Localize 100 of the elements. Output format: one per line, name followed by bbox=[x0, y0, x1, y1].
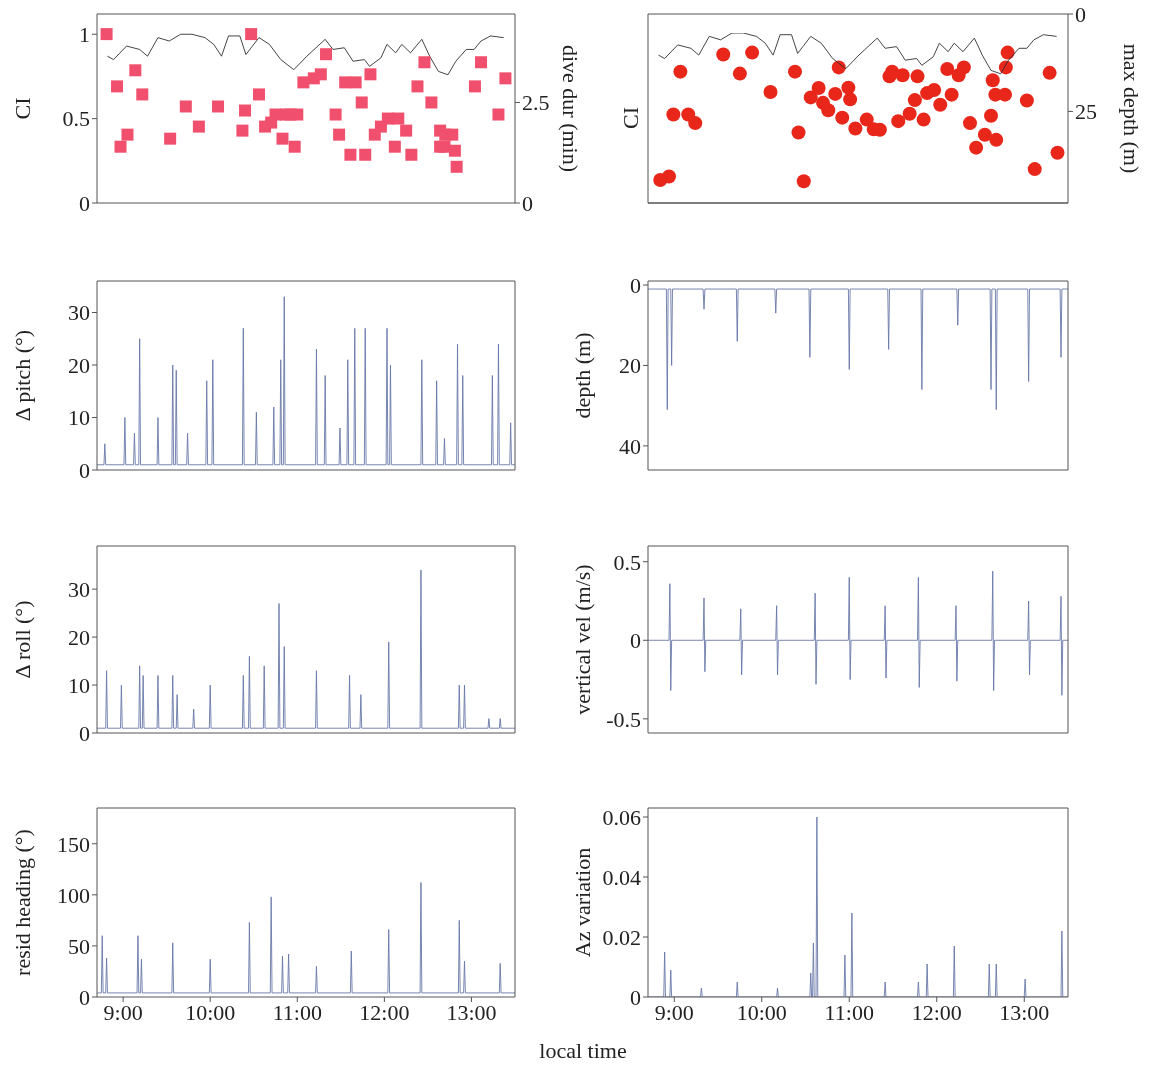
point bbox=[998, 87, 1012, 102]
point bbox=[841, 80, 856, 95]
point bbox=[192, 120, 205, 133]
point bbox=[297, 76, 310, 89]
point bbox=[333, 128, 346, 141]
point bbox=[732, 66, 747, 81]
y-tick-label: 0 bbox=[79, 984, 90, 1010]
x-tick-label: 12:00 bbox=[911, 999, 962, 1025]
point bbox=[320, 48, 333, 61]
y-tick-label: 1 bbox=[79, 22, 90, 48]
y-tick-label: 0 bbox=[79, 720, 90, 746]
point bbox=[245, 28, 258, 41]
y-tick-label: 0 bbox=[630, 272, 641, 298]
point bbox=[745, 45, 760, 60]
point bbox=[344, 148, 357, 161]
line-series bbox=[97, 882, 515, 994]
point bbox=[276, 132, 289, 145]
point bbox=[446, 128, 459, 141]
point bbox=[902, 106, 917, 121]
y2-axis-title: max depth (m) bbox=[1119, 43, 1145, 174]
point bbox=[136, 88, 149, 101]
y-tick-label: 0 bbox=[79, 457, 90, 483]
point bbox=[716, 47, 731, 62]
x-tick-label: 12:00 bbox=[359, 999, 410, 1025]
y-tick-label: -0.5 bbox=[606, 706, 641, 732]
point bbox=[1019, 93, 1034, 108]
x-tick-label: 13:00 bbox=[999, 999, 1050, 1025]
y-tick-label: 50 bbox=[68, 933, 90, 959]
point bbox=[673, 64, 688, 79]
point bbox=[763, 84, 778, 99]
y-tick-label: 30 bbox=[68, 300, 90, 326]
y-axis-title: CI bbox=[617, 107, 643, 129]
point bbox=[803, 90, 818, 105]
x-tick-label: 11:00 bbox=[272, 999, 322, 1025]
x-tick-label: 10:00 bbox=[736, 999, 787, 1025]
y-tick-label: 0 bbox=[630, 628, 641, 654]
point bbox=[984, 108, 998, 123]
point bbox=[977, 127, 992, 142]
point bbox=[940, 61, 955, 76]
point bbox=[314, 68, 327, 81]
y-tick-label: 0.06 bbox=[602, 804, 641, 830]
y-axis-title: Δ pitch (°) bbox=[9, 329, 35, 422]
line-series bbox=[648, 570, 1068, 696]
point bbox=[388, 140, 401, 153]
point bbox=[355, 96, 368, 109]
point bbox=[411, 80, 424, 93]
point bbox=[418, 56, 431, 69]
point bbox=[475, 56, 488, 69]
point bbox=[916, 112, 931, 127]
x-tick-label: 9:00 bbox=[654, 999, 694, 1025]
point bbox=[835, 110, 850, 125]
point bbox=[438, 140, 451, 153]
point bbox=[405, 148, 418, 161]
line-series bbox=[97, 296, 515, 466]
y-tick-label: 20 bbox=[68, 624, 90, 650]
point bbox=[895, 68, 910, 83]
y-tick-label: 10 bbox=[68, 672, 90, 698]
point bbox=[349, 76, 362, 89]
line-series bbox=[648, 288, 1068, 411]
y-tick-label: 20 bbox=[619, 353, 641, 379]
point bbox=[129, 64, 142, 77]
point bbox=[492, 108, 505, 121]
point bbox=[796, 174, 811, 189]
point bbox=[179, 100, 192, 113]
x-tick-label: 9:00 bbox=[103, 999, 143, 1025]
point bbox=[944, 87, 959, 102]
y-axis-title: Δ roll (°) bbox=[9, 600, 35, 679]
y2-axis-title: dive dur (min) bbox=[558, 44, 584, 173]
point bbox=[859, 112, 874, 127]
x-tick-label: 13:00 bbox=[446, 999, 497, 1025]
point bbox=[1042, 65, 1057, 80]
point bbox=[339, 76, 352, 89]
point bbox=[788, 64, 802, 79]
point bbox=[114, 140, 127, 153]
point bbox=[956, 60, 971, 75]
point bbox=[848, 121, 863, 136]
y-tick-label: 100 bbox=[57, 882, 90, 908]
y-axis-title: Az variation bbox=[569, 847, 595, 958]
point bbox=[989, 132, 1004, 147]
y2-tick-label: 0 bbox=[522, 190, 533, 216]
point bbox=[499, 72, 512, 85]
point bbox=[291, 108, 304, 121]
point bbox=[239, 104, 252, 117]
point bbox=[359, 148, 372, 161]
y-tick-label: 0 bbox=[79, 190, 90, 216]
point bbox=[891, 114, 906, 129]
y2-tick-label: 25 bbox=[1075, 99, 1097, 125]
y-tick-label: 30 bbox=[68, 576, 90, 602]
point bbox=[425, 96, 438, 109]
point bbox=[969, 140, 984, 155]
y-tick-label: 0.5 bbox=[613, 549, 641, 575]
point bbox=[811, 81, 826, 96]
point bbox=[329, 108, 342, 121]
point bbox=[662, 169, 676, 184]
point bbox=[933, 97, 948, 112]
point bbox=[448, 144, 461, 157]
point bbox=[364, 68, 377, 81]
point bbox=[392, 112, 405, 125]
y-tick-label: 0.5 bbox=[62, 106, 90, 132]
point bbox=[252, 88, 265, 101]
